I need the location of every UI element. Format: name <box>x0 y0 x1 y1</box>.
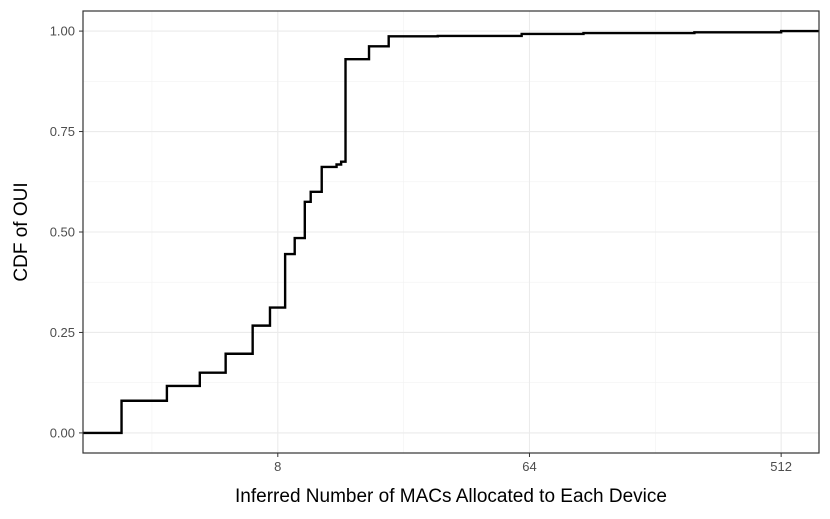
y-axis-title: CDF of OUI <box>11 182 32 281</box>
y-tick-label: 0.50 <box>50 225 75 240</box>
x-axis-title: Inferred Number of MACs Allocated to Eac… <box>235 486 667 507</box>
major-gridlines <box>83 11 819 453</box>
x-tick-label: 64 <box>522 459 536 474</box>
axis-ticks <box>79 30 782 457</box>
x-tick-label: 8 <box>274 459 281 474</box>
y-tick-label: 0.75 <box>50 124 75 139</box>
y-tick-label: 0.25 <box>50 325 75 340</box>
axis-tick-labels: 8 64 512 0.00 0.25 0.50 0.75 1.00 <box>50 24 792 474</box>
y-tick-label: 0.00 <box>50 425 75 440</box>
cdf-step-line <box>83 29 819 435</box>
y-tick-label: 1.00 <box>50 24 75 39</box>
x-tick-label: 512 <box>770 459 792 474</box>
